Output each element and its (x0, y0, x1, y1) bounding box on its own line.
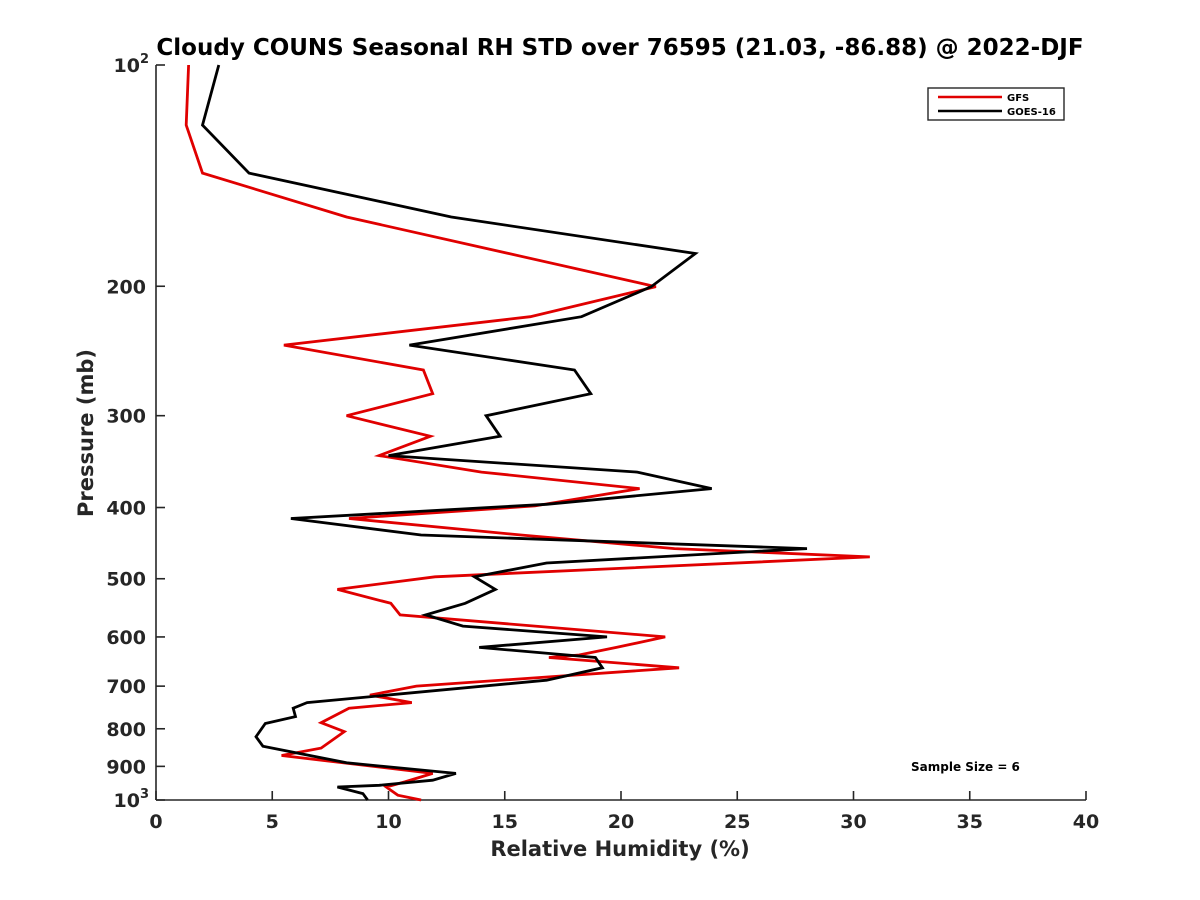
y-axis-label: Pressure (mb) (74, 349, 98, 517)
y-tick-label: 600 (106, 627, 146, 649)
legend-box (927, 87, 1065, 121)
x-tick-label: 5 (266, 811, 279, 833)
x-ticks: 0 5 10 15 20 25 30 35 40 (149, 791, 1099, 833)
y-tick-label: 10 (114, 55, 140, 77)
sample-size-annotation: Sample Size = 6 (911, 760, 1020, 774)
legend: GFS GOES-16 (927, 87, 1065, 121)
y-tick-label: 10 (114, 790, 140, 812)
x-axis-label: Relative Humidity (%) (490, 837, 749, 861)
chart-title: Cloudy COUNS Seasonal RH STD over 76595 … (156, 35, 1083, 61)
series-line-goes-16 (200, 64, 808, 801)
y-tick-label: 900 (106, 756, 146, 778)
y-tick-label: 300 (106, 406, 146, 428)
x-tick-label: 15 (492, 811, 518, 833)
x-tick-label: 40 (1073, 811, 1099, 833)
series-layer (184, 64, 870, 802)
y-tick-label: 500 (106, 569, 146, 591)
axes (155, 65, 1086, 801)
y-tick-label: 400 (106, 498, 146, 520)
y-tick-label: 200 (106, 276, 146, 298)
x-tick-label: 20 (608, 811, 634, 833)
y-tick-label: 700 (106, 676, 146, 698)
legend-label-goes16: GOES-16 (1007, 107, 1056, 118)
x-tick-label: 30 (840, 811, 866, 833)
x-tick-label: 35 (957, 811, 983, 833)
y-tick-label: 800 (106, 719, 146, 741)
y-tick-exponent: 2 (140, 52, 149, 67)
y-tick-exponent: 3 (140, 787, 149, 802)
series-line-gfs (184, 64, 870, 802)
x-tick-label: 25 (724, 811, 750, 833)
legend-label-gfs: GFS (1007, 93, 1029, 104)
x-tick-label: 0 (149, 811, 162, 833)
x-tick-label: 10 (375, 811, 401, 833)
